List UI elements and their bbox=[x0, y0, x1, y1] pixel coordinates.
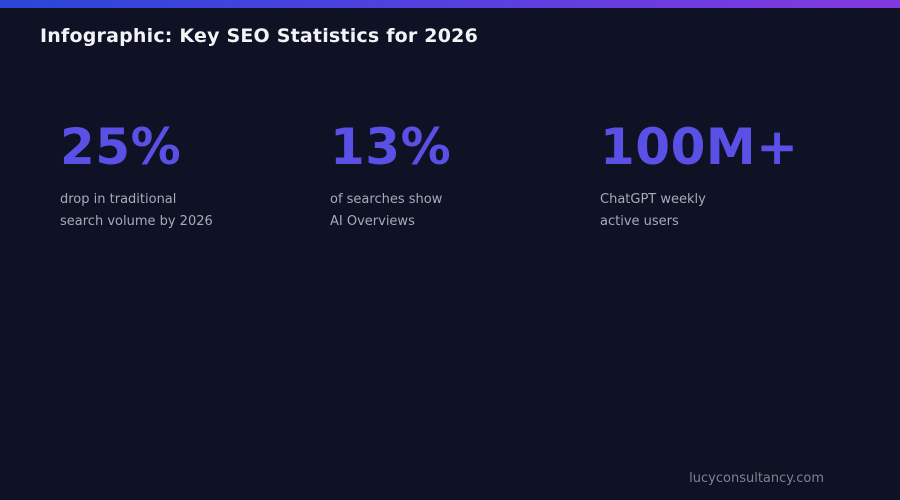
stat-value: 25% bbox=[60, 118, 182, 176]
stat-description-line: of searches show bbox=[330, 192, 443, 207]
stat-block-search-volume: 25% drop in traditional search volume by… bbox=[60, 120, 330, 233]
stat-description-line: active users bbox=[600, 214, 679, 230]
stat-value: 100M+ bbox=[600, 118, 799, 176]
stat-description-line: search volume by 2026 bbox=[60, 214, 213, 230]
footer-website-url: lucyconsultancy.com bbox=[689, 471, 824, 486]
stat-block-chatgpt-users: 100M+ ChatGPT weekly active users bbox=[600, 120, 870, 233]
stat-description-line: drop in traditional bbox=[60, 192, 177, 207]
stat-description: drop in traditional search volume by 202… bbox=[60, 189, 330, 233]
stat-description-line: ChatGPT weekly bbox=[600, 192, 706, 207]
page-title: Infographic: Key SEO Statistics for 2026 bbox=[40, 25, 478, 47]
stat-description-line: AI Overviews bbox=[330, 214, 415, 230]
stat-block-ai-overviews: 13% of searches show AI Overviews bbox=[330, 120, 600, 233]
stat-description: ChatGPT weekly active users bbox=[600, 189, 870, 233]
stats-row: 25% drop in traditional search volume by… bbox=[60, 120, 870, 233]
stat-value: 13% bbox=[330, 118, 452, 176]
stat-description: of searches show AI Overviews bbox=[330, 189, 600, 233]
top-accent-bar bbox=[0, 0, 900, 8]
